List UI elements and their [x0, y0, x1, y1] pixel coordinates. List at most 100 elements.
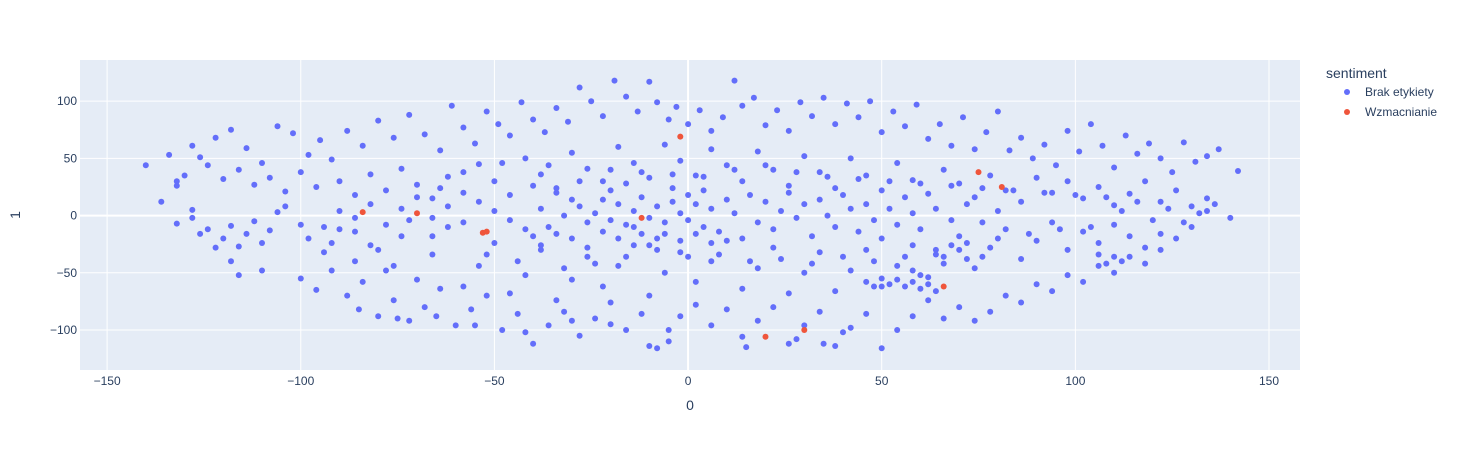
data-point[interactable]: [623, 93, 630, 100]
data-point[interactable]: [948, 242, 955, 249]
data-point[interactable]: [414, 210, 420, 217]
data-point[interactable]: [437, 185, 444, 192]
data-point[interactable]: [383, 221, 389, 228]
data-point[interactable]: [847, 155, 854, 162]
data-point[interactable]: [1087, 121, 1094, 128]
data-point[interactable]: [321, 224, 327, 230]
data-point[interactable]: [584, 244, 591, 251]
data-point[interactable]: [998, 184, 1005, 190]
data-point[interactable]: [816, 308, 823, 315]
data-point[interactable]: [1173, 235, 1180, 242]
data-point[interactable]: [669, 185, 676, 192]
data-point[interactable]: [871, 283, 877, 290]
data-point[interactable]: [561, 308, 568, 315]
data-point[interactable]: [1072, 192, 1079, 198]
data-point[interactable]: [499, 160, 506, 166]
data-point[interactable]: [336, 226, 343, 233]
data-point[interactable]: [313, 184, 320, 190]
data-point[interactable]: [708, 205, 715, 212]
data-point[interactable]: [344, 292, 351, 299]
data-point[interactable]: [902, 253, 908, 260]
data-point[interactable]: [1126, 233, 1133, 240]
data-point[interactable]: [173, 182, 180, 189]
data-point[interactable]: [983, 129, 990, 136]
data-point[interactable]: [863, 246, 870, 253]
data-point[interactable]: [352, 214, 358, 221]
data-point[interactable]: [863, 172, 870, 179]
data-point[interactable]: [847, 205, 854, 212]
data-point[interactable]: [770, 166, 777, 173]
data-point[interactable]: [1064, 127, 1071, 134]
data-point[interactable]: [1033, 174, 1040, 181]
data-point[interactable]: [878, 283, 885, 290]
data-point[interactable]: [867, 98, 874, 105]
data-point[interactable]: [909, 313, 916, 320]
data-point[interactable]: [902, 283, 908, 290]
data-point[interactable]: [499, 327, 506, 333]
data-point[interactable]: [785, 189, 792, 196]
data-point[interactable]: [414, 181, 420, 188]
data-point[interactable]: [491, 178, 498, 185]
data-point[interactable]: [871, 217, 877, 224]
data-point[interactable]: [716, 251, 722, 258]
data-point[interactable]: [1064, 178, 1071, 185]
data-point[interactable]: [576, 332, 583, 339]
data-point[interactable]: [475, 198, 482, 205]
data-point[interactable]: [607, 166, 614, 173]
data-point[interactable]: [739, 333, 746, 340]
data-point[interactable]: [654, 203, 661, 210]
data-point[interactable]: [1080, 195, 1087, 202]
data-point[interactable]: [1064, 246, 1071, 253]
data-point[interactable]: [1204, 208, 1210, 214]
data-point[interactable]: [661, 230, 668, 237]
data-point[interactable]: [685, 192, 692, 198]
data-point[interactable]: [414, 276, 420, 283]
data-point[interactable]: [1126, 190, 1133, 197]
legend-marker[interactable]: [1344, 109, 1350, 115]
data-point[interactable]: [514, 258, 521, 265]
data-point[interactable]: [228, 222, 234, 229]
data-point[interactable]: [483, 251, 490, 258]
data-point[interactable]: [623, 253, 630, 260]
data-point[interactable]: [692, 201, 699, 208]
data-point[interactable]: [665, 116, 672, 123]
data-point[interactable]: [359, 209, 366, 216]
data-point[interactable]: [472, 140, 478, 147]
data-point[interactable]: [421, 131, 428, 138]
data-point[interactable]: [762, 198, 769, 205]
data-point[interactable]: [1099, 142, 1106, 149]
data-point[interactable]: [1006, 147, 1013, 154]
data-point[interactable]: [475, 262, 482, 269]
data-point[interactable]: [762, 333, 769, 340]
data-point[interactable]: [491, 240, 498, 246]
data-point[interactable]: [700, 173, 707, 180]
data-point[interactable]: [530, 182, 537, 189]
data-point[interactable]: [561, 265, 568, 272]
data-point[interactable]: [778, 208, 784, 214]
data-point[interactable]: [197, 154, 204, 161]
data-point[interactable]: [235, 272, 242, 279]
data-point[interactable]: [646, 78, 653, 85]
data-point[interactable]: [708, 127, 715, 134]
data-point[interactable]: [739, 235, 746, 242]
data-point[interactable]: [878, 275, 885, 282]
data-point[interactable]: [731, 166, 738, 173]
data-point[interactable]: [607, 187, 614, 194]
data-point[interactable]: [708, 240, 715, 246]
data-point[interactable]: [522, 329, 529, 336]
data-point[interactable]: [785, 340, 792, 347]
data-point[interactable]: [820, 94, 827, 101]
data-point[interactable]: [940, 253, 947, 260]
data-point[interactable]: [1076, 148, 1083, 155]
data-point[interactable]: [568, 235, 575, 242]
data-point[interactable]: [785, 127, 792, 134]
data-point[interactable]: [832, 224, 839, 230]
data-point[interactable]: [685, 253, 692, 260]
data-point[interactable]: [778, 256, 784, 262]
data-point[interactable]: [932, 246, 939, 253]
data-point[interactable]: [1041, 141, 1048, 148]
data-point[interactable]: [700, 224, 707, 230]
data-point[interactable]: [816, 249, 823, 256]
data-point[interactable]: [871, 258, 877, 265]
data-point[interactable]: [902, 194, 908, 201]
